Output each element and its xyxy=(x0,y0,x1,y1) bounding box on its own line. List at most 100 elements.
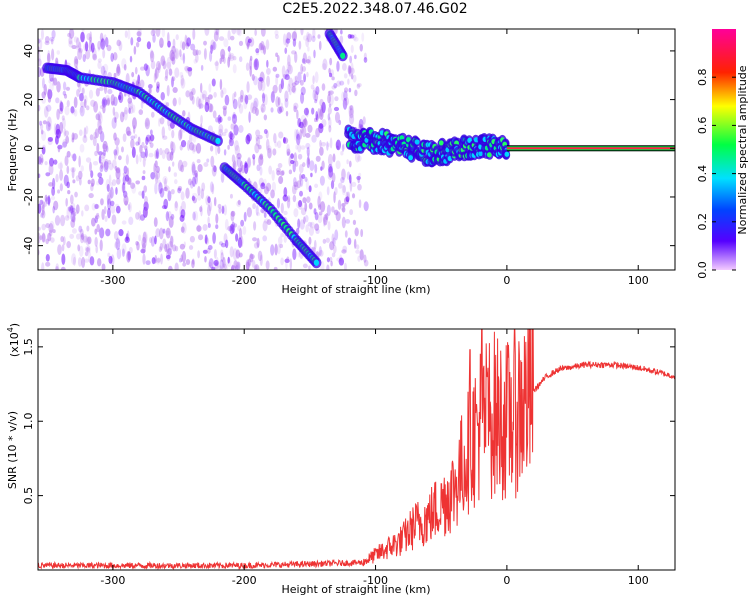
noise-speck xyxy=(91,217,96,227)
noise-speck xyxy=(314,71,319,84)
noise-speck xyxy=(140,248,146,254)
noise-speck xyxy=(296,180,302,189)
noise-speck xyxy=(137,74,141,84)
noise-speck xyxy=(336,60,340,72)
noise-speck xyxy=(246,207,253,218)
noise-speck xyxy=(322,238,327,244)
noise-speck xyxy=(101,263,106,270)
noise-speck xyxy=(121,182,126,194)
noise-speck xyxy=(274,243,278,256)
noise-speck xyxy=(263,129,268,135)
noise-speck xyxy=(318,191,323,201)
noise-speck xyxy=(155,86,160,93)
noise-speck xyxy=(181,222,187,234)
noise-speck xyxy=(94,214,100,220)
noise-speck xyxy=(348,105,352,117)
noise-speck xyxy=(86,225,90,232)
noise-speck xyxy=(191,192,198,198)
noise-speck xyxy=(56,81,61,93)
noise-speck xyxy=(327,106,332,115)
noise-speck xyxy=(64,130,70,137)
noise-speck xyxy=(78,170,83,180)
noise-speck xyxy=(108,162,114,171)
noise-speck xyxy=(277,106,283,114)
noise-speck xyxy=(253,264,260,270)
noise-speck xyxy=(49,157,54,167)
noise-speck xyxy=(227,144,230,150)
noise-speck xyxy=(280,233,285,238)
noise-speck xyxy=(305,178,309,191)
noise-speck xyxy=(136,31,142,37)
noise-speck xyxy=(136,241,140,251)
noise-speck xyxy=(305,107,309,118)
noise-speck xyxy=(84,251,89,257)
noise-speck xyxy=(72,133,79,140)
noise-speck xyxy=(274,30,279,36)
noise-speck xyxy=(93,101,99,113)
noise-speck xyxy=(317,34,321,39)
noise-speck xyxy=(232,162,235,168)
noise-speck xyxy=(145,119,150,127)
noise-speck xyxy=(79,105,85,117)
noise-speck xyxy=(251,106,257,115)
noise-speck xyxy=(167,31,170,44)
noise-speck xyxy=(105,178,110,190)
noise-speck xyxy=(66,241,71,249)
noise-speck xyxy=(277,243,281,255)
noise-speck xyxy=(149,142,154,148)
noise-speck xyxy=(326,257,331,263)
noise-speck xyxy=(275,167,282,173)
noise-speck xyxy=(288,77,294,89)
spectrogram-frame xyxy=(37,28,676,271)
noise-speck xyxy=(148,136,152,145)
noise-speck xyxy=(179,214,185,222)
noise-speck xyxy=(260,29,266,37)
noise-speck xyxy=(293,102,299,110)
noise-speck xyxy=(300,63,304,75)
noise-speck xyxy=(84,258,90,263)
noise-speck xyxy=(81,256,86,268)
noise-speck xyxy=(253,75,258,86)
noise-speck xyxy=(358,199,362,209)
noise-speck xyxy=(294,75,298,83)
noise-speck xyxy=(172,38,176,49)
noise-speck xyxy=(138,234,142,242)
noise-speck xyxy=(153,163,156,175)
noise-speck xyxy=(73,109,78,117)
noise-speck xyxy=(218,207,222,214)
noise-speck xyxy=(148,152,154,158)
noise-speck xyxy=(180,209,186,219)
noise-speck xyxy=(338,182,343,189)
noise-speck xyxy=(304,215,309,223)
noise-speck xyxy=(293,176,297,187)
noise-speck xyxy=(203,162,209,168)
noise-speck xyxy=(85,157,92,163)
noise-speck xyxy=(108,189,113,200)
noise-speck xyxy=(296,109,299,120)
noise-speck xyxy=(191,259,195,269)
noise-speck xyxy=(305,224,309,233)
noise-speck xyxy=(282,33,287,46)
noise-speck xyxy=(64,215,70,221)
noise-speck xyxy=(159,37,164,49)
noise-speck xyxy=(117,155,122,161)
noise-speck xyxy=(178,96,182,106)
noise-speck xyxy=(161,58,166,66)
noise-speck xyxy=(97,172,103,178)
noise-speck xyxy=(159,242,163,251)
noise-speck xyxy=(328,124,332,133)
noise-speck xyxy=(197,234,204,241)
noise-speck xyxy=(77,244,81,252)
noise-speck xyxy=(209,181,214,193)
noise-speck xyxy=(271,90,276,98)
noise-speck xyxy=(270,107,274,113)
noise-speck xyxy=(128,216,134,226)
noise-speck xyxy=(333,106,340,112)
noise-speck xyxy=(89,31,93,43)
noise-speck xyxy=(235,233,239,242)
noise-speck xyxy=(297,153,303,160)
noise-speck xyxy=(319,139,322,148)
noise-speck xyxy=(95,245,98,254)
noise-speck xyxy=(123,194,129,206)
noise-speck xyxy=(180,164,185,173)
